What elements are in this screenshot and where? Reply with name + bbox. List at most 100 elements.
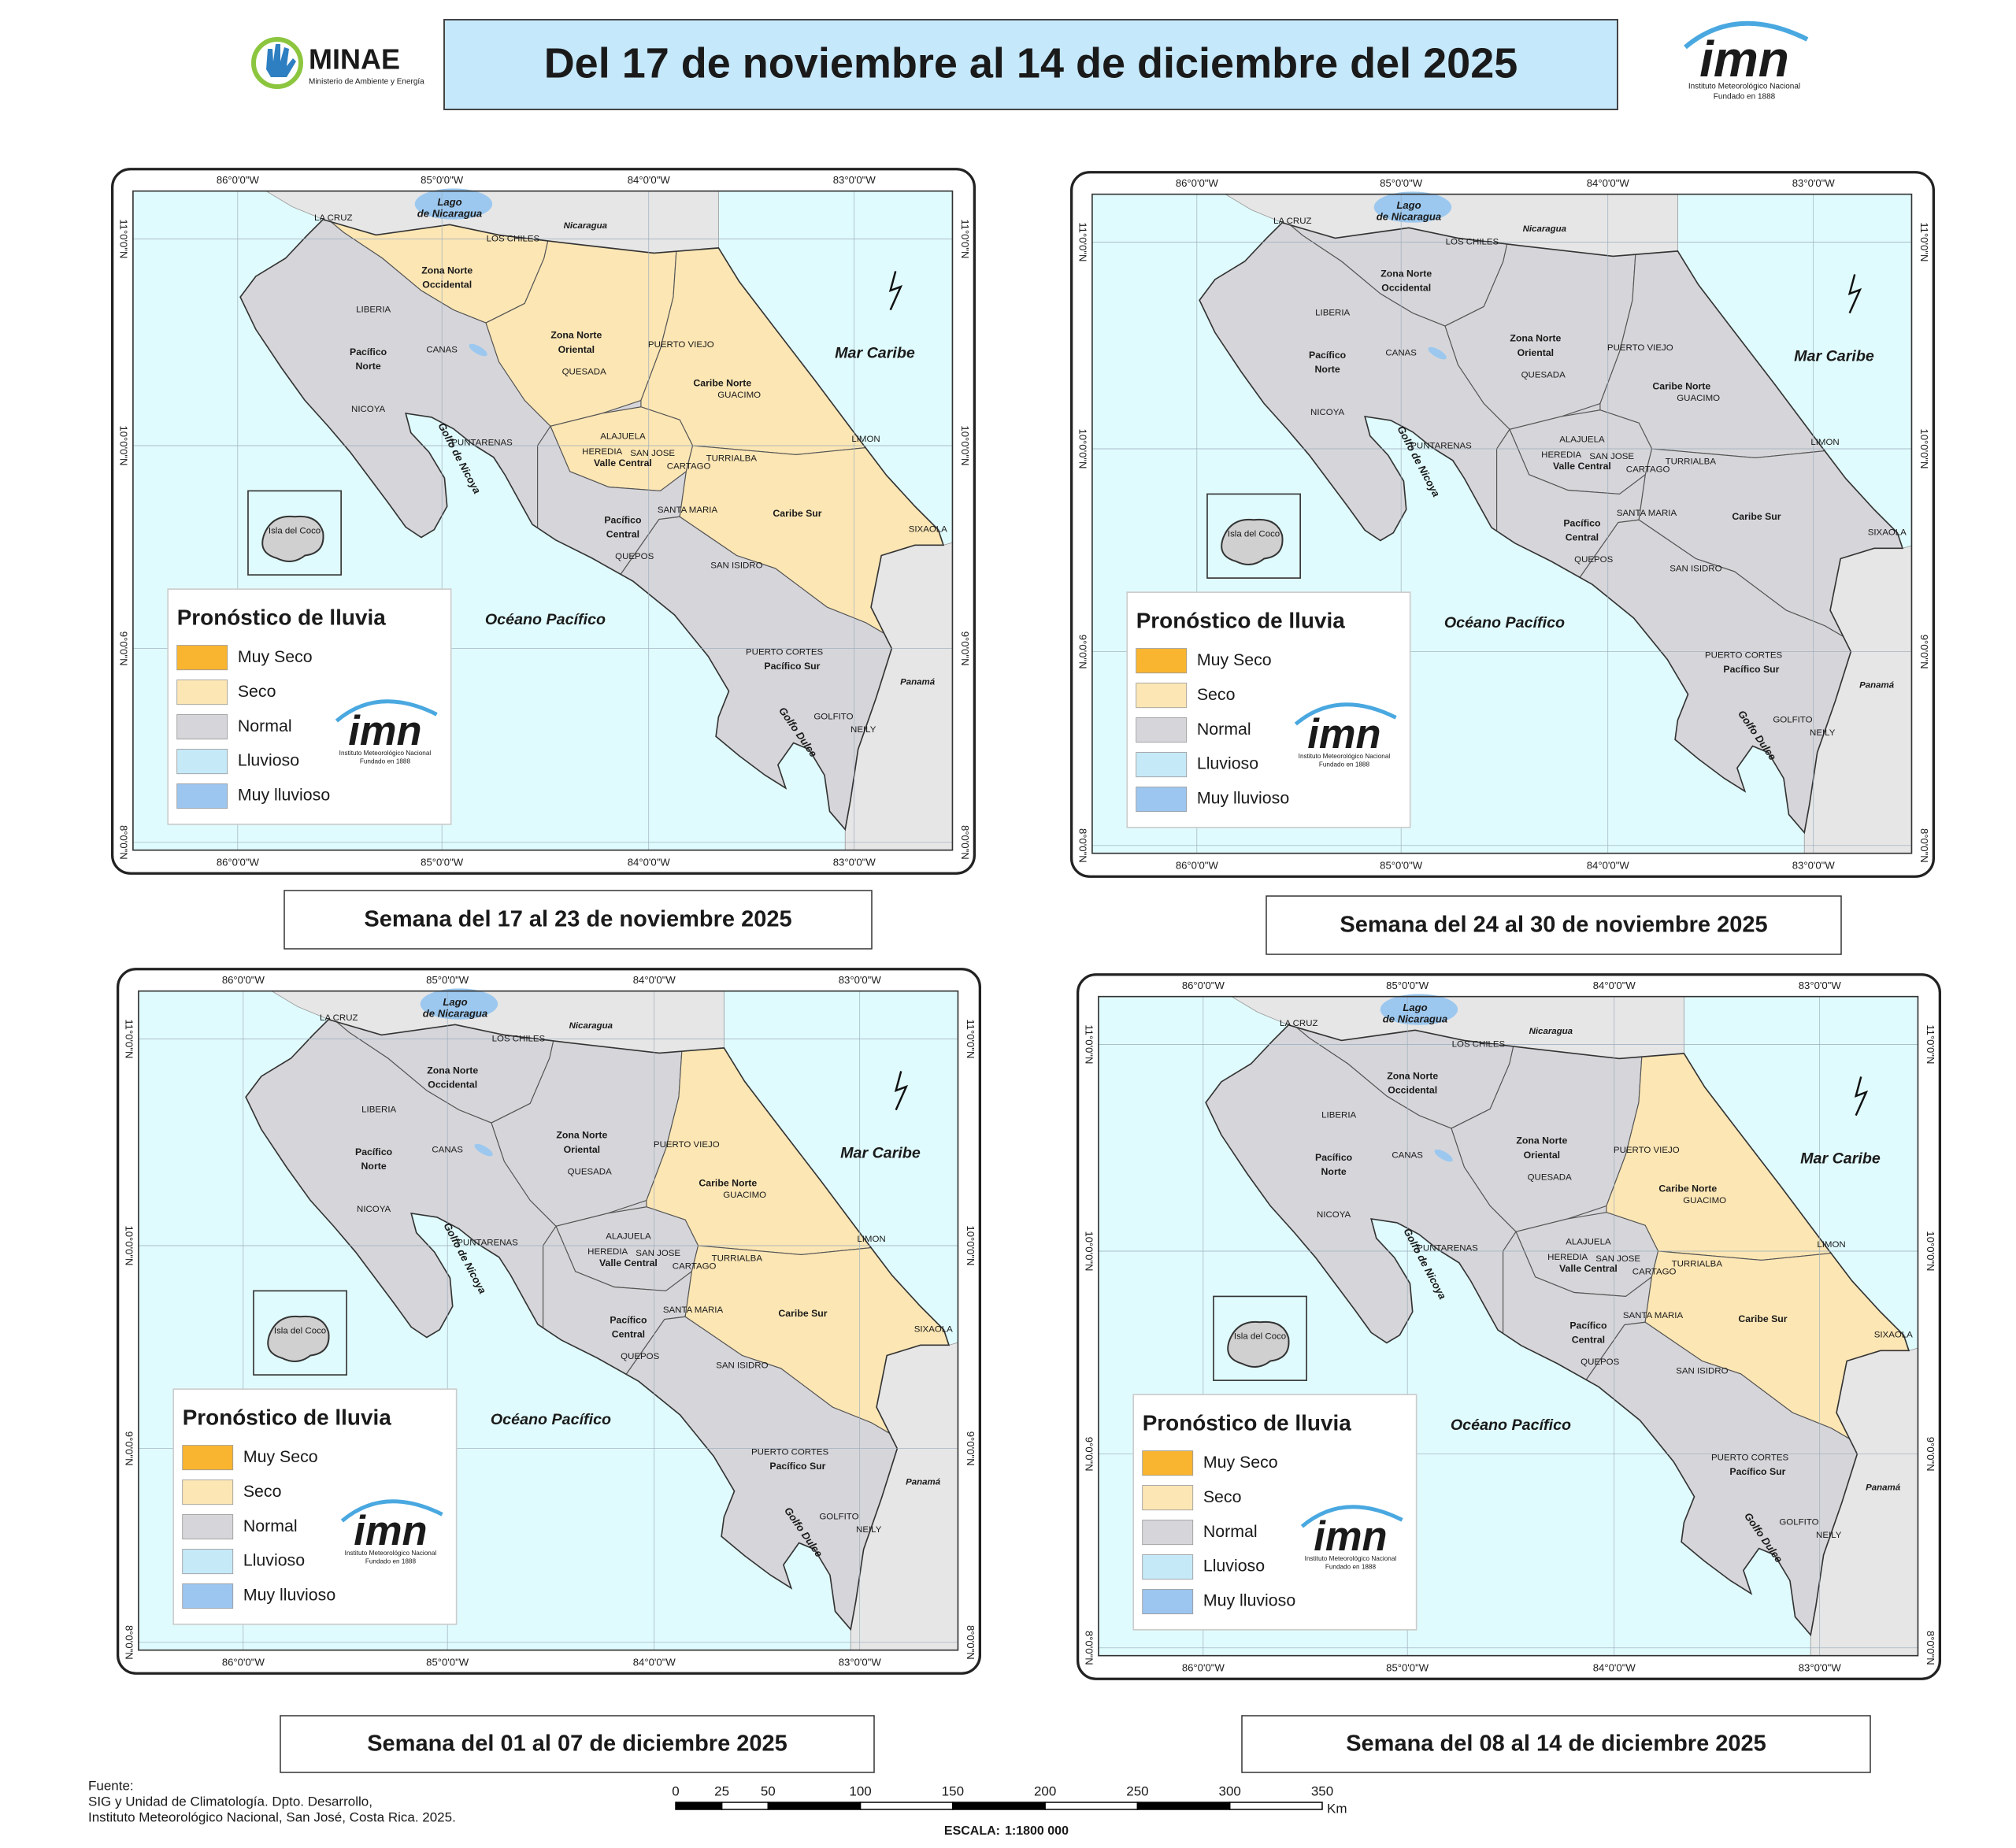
place-label: TURRIALBA <box>712 1254 763 1263</box>
map: 86°0'0"W 86°0'0"W 85°0'0"W 85°0'0"W 84°0'0"W… <box>1077 973 1941 1680</box>
source-text: Instituto Meteorológico Nacional, San Jo… <box>88 1809 456 1824</box>
inset-frame <box>1206 493 1301 579</box>
scale-tick-label: 0 <box>672 1783 679 1798</box>
water-label: Océano Pacífico <box>485 611 606 628</box>
scale-segment <box>721 1802 769 1810</box>
place-label: Panamá <box>900 677 936 687</box>
region-label: Caribe Sur <box>773 508 821 519</box>
logo-swoosh <box>1294 702 1397 726</box>
region-label: Pacífico <box>610 1314 647 1325</box>
place-label: CANAS <box>1385 349 1417 358</box>
place-label: NEILY <box>1816 1531 1842 1540</box>
water-label: de Nicaragua <box>417 208 482 220</box>
legend-label: Muy lluvioso <box>1197 789 1289 808</box>
logo-swoosh <box>335 699 438 723</box>
place-label: GUACIMO <box>1677 394 1720 403</box>
region-label: Oriental <box>1524 1150 1560 1161</box>
logo-name: imn <box>1699 31 1789 87</box>
arenal-lake <box>1434 1149 1453 1162</box>
logo-name: MINAE <box>309 43 400 76</box>
caption: Semana del 08 al 14 de diciembre 2025 <box>1346 1731 1766 1757</box>
place-label: QUEPOS <box>1574 555 1613 565</box>
lat-label: 9°0'0"N <box>123 1431 135 1466</box>
place-label: NICOYA <box>1317 1210 1351 1220</box>
lat-label: 11°0'0"N <box>117 219 129 258</box>
legend-swatch <box>1136 683 1188 709</box>
place-label: CANAS <box>1392 1151 1423 1161</box>
region-label: Valle Central <box>594 457 652 468</box>
logo-founded: Fundado en 1888 <box>360 757 411 765</box>
lon-label: 83°0'0"W <box>1799 1662 1842 1674</box>
title-box <box>443 19 1618 110</box>
lon-label: 86°0'0"W <box>222 974 265 986</box>
water-label: Lago <box>1403 1002 1427 1013</box>
region-label: Occidental <box>422 280 472 291</box>
lon-label: 84°0'0"W <box>633 974 676 986</box>
title: Del 17 de noviembre al 14 de diciembre d… <box>544 39 1518 87</box>
region-label: Caribe Sur <box>1732 511 1781 522</box>
lon-label: 83°0'0"W <box>839 1657 882 1668</box>
place-label: Nicaragua <box>1529 1027 1573 1036</box>
place-label: GOLFITO <box>813 713 853 722</box>
place-label: SAN ISIDRO <box>1670 565 1721 574</box>
lat-label: 8°0'0"N <box>1083 1631 1095 1665</box>
lat-label: 11°0'0"N <box>959 219 971 258</box>
inset-frame <box>1213 1295 1307 1381</box>
place-label: SAN JOSE <box>1589 452 1634 461</box>
north-arrow <box>1847 274 1862 314</box>
lat-label: 10°0'0"N <box>965 1225 976 1265</box>
scale-segment <box>1136 1802 1231 1810</box>
region-label: Zona Norte <box>550 330 602 341</box>
scale-tick-label: 200 <box>1034 1783 1056 1798</box>
lat-label: 11°0'0"N <box>123 1019 135 1058</box>
place-label: QUESADA <box>568 1167 612 1176</box>
place-label: LA CRUZ <box>1273 217 1311 226</box>
place-label: Nicaragua <box>569 1021 613 1031</box>
place-label: PUERTO CORTES <box>751 1448 828 1457</box>
scale-unit: Km <box>1327 1801 1347 1816</box>
logo-founded: Fundado en 1888 <box>1714 93 1776 102</box>
place-label: LA CRUZ <box>320 1013 358 1023</box>
north-arrow <box>894 1071 909 1111</box>
water-label: Océano Pacífico <box>1444 614 1565 631</box>
lon-label: 83°0'0"W <box>1792 177 1836 189</box>
water-label: Lago <box>1396 199 1421 211</box>
legend-swatch <box>1142 1554 1194 1580</box>
north-arrow <box>888 271 903 311</box>
lon-label: 85°0'0"W <box>421 174 464 186</box>
region-label: Pacífico Sur <box>1723 664 1779 675</box>
lon-label: 85°0'0"W <box>1380 177 1423 189</box>
water-label: Mar Caribe <box>835 345 915 362</box>
region-label: Caribe Sur <box>1738 1313 1787 1324</box>
legend-label: Lluvioso <box>1197 754 1258 773</box>
place-label: Nicaragua <box>1523 224 1567 234</box>
place-label: SAN JOSE <box>1595 1254 1640 1264</box>
place-label: PUERTO CORTES <box>1711 1454 1788 1463</box>
place-label: LIMON <box>1810 438 1839 447</box>
region-label: Norte <box>356 361 381 372</box>
legend-swatch <box>182 1514 234 1540</box>
lat-label: 10°0'0"N <box>1925 1231 1936 1271</box>
logo-subtitle: Instituto Meteorológico Nacional <box>1299 753 1391 760</box>
legend-label: Normal <box>1203 1522 1258 1541</box>
place-label: SIXAOLA <box>909 525 947 535</box>
logo-ring <box>251 37 303 89</box>
place-label: SANTA MARIA <box>658 506 718 515</box>
region-label: Pacífico <box>355 1146 393 1157</box>
lon-label: 86°0'0"W <box>217 857 260 868</box>
place-label: PUERTO CORTES <box>746 648 823 657</box>
place-label: PUERTO VIEJO <box>1607 343 1673 353</box>
region-label: Pacífico <box>1569 1320 1607 1331</box>
lat-label: 10°0'0"N <box>117 425 129 465</box>
lat-label: 9°0'0"N <box>1083 1437 1095 1472</box>
place-label: TURRIALBA <box>1666 457 1717 466</box>
place-label: PUERTO CORTES <box>1705 651 1782 661</box>
place-label: CANAS <box>426 346 458 355</box>
arenal-lake <box>1428 346 1447 360</box>
legend-label: Muy Seco <box>243 1447 318 1466</box>
scale-tick-label: 25 <box>714 1783 729 1798</box>
place-label: LIMON <box>1817 1240 1845 1250</box>
place-label: HEREDIA <box>587 1247 628 1257</box>
